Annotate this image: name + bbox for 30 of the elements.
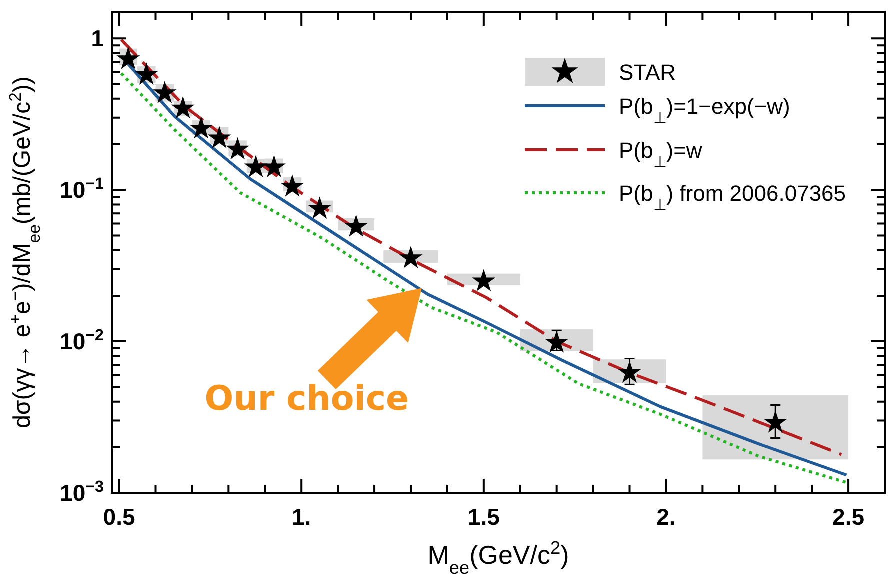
point bbox=[344, 214, 368, 238]
y-tick-label: 1 bbox=[91, 26, 104, 52]
x-tick-label: 0.5 bbox=[103, 504, 136, 530]
point bbox=[308, 196, 332, 219]
y-tick-label: 10$^{−3}$ bbox=[60, 478, 104, 506]
legend-label: P(b$_{⊥}$) from 2006.07365 bbox=[619, 181, 846, 214]
annotation: Our choice bbox=[204, 379, 410, 420]
point bbox=[171, 96, 195, 119]
point bbox=[545, 330, 569, 353]
x-tick-label: 1.5 bbox=[468, 504, 500, 530]
y-tick-label: 10$^{−1}$ bbox=[60, 175, 104, 204]
point bbox=[208, 126, 232, 149]
y-tick-label: 10$^{−2}$ bbox=[60, 326, 104, 355]
point bbox=[262, 155, 286, 178]
legend-label: P(b$_{⊥}$)=1−exp(−w) bbox=[619, 94, 790, 126]
x-tick-label: 2.5 bbox=[832, 504, 865, 530]
point bbox=[190, 116, 214, 139]
point bbox=[226, 137, 250, 160]
legend-label: STAR bbox=[619, 60, 676, 85]
point bbox=[134, 62, 158, 86]
x-tick-label: 2. bbox=[656, 504, 676, 530]
legend-label: P(b$_{⊥}$)=w bbox=[619, 138, 702, 170]
x-axis-title: M$_{ee}$(GeV/c$^{2}$) bbox=[428, 538, 570, 574]
x-tick-label: 1. bbox=[292, 504, 312, 530]
point bbox=[116, 47, 140, 70]
point bbox=[399, 246, 423, 268]
point bbox=[472, 269, 496, 292]
point bbox=[764, 410, 788, 433]
point bbox=[280, 174, 304, 197]
point bbox=[244, 155, 268, 178]
